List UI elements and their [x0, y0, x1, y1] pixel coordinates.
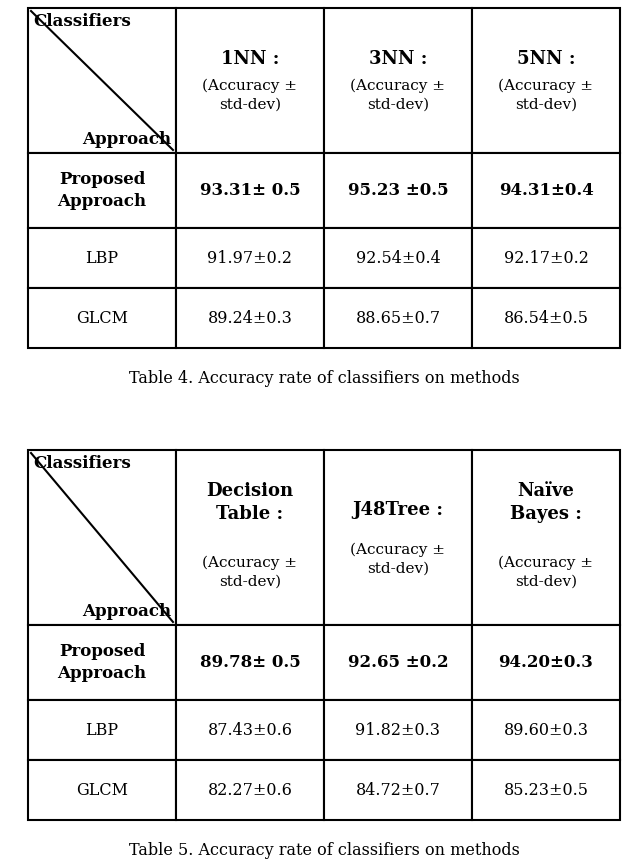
Text: Naïve
Bayes :: Naïve Bayes : [510, 482, 582, 523]
Text: 82.27±0.6: 82.27±0.6 [207, 782, 292, 798]
Bar [324, 760, 472, 820]
Text: 87.43±0.6: 87.43±0.6 [207, 721, 292, 739]
Text: 94.20±0.3: 94.20±0.3 [499, 654, 593, 671]
Bar [324, 8, 472, 153]
Text: 3NN :: 3NN : [369, 49, 427, 67]
Bar [176, 625, 324, 700]
Text: 5NN :: 5NN : [516, 49, 575, 67]
Bar [472, 8, 620, 153]
Text: Classifiers: Classifiers [33, 455, 131, 472]
Text: (Accuracy ±
std-dev): (Accuracy ± std-dev) [351, 79, 445, 112]
Bar [28, 450, 176, 625]
Text: GLCM: GLCM [76, 782, 128, 798]
Text: 85.23±0.5: 85.23±0.5 [504, 782, 589, 798]
Text: 88.65±0.7: 88.65±0.7 [355, 310, 440, 326]
Text: 89.60±0.3: 89.60±0.3 [504, 721, 589, 739]
Bar [324, 288, 472, 348]
Bar [176, 228, 324, 288]
Text: 1NN :: 1NN : [221, 49, 279, 67]
Bar [324, 228, 472, 288]
Text: 86.54±0.5: 86.54±0.5 [504, 310, 589, 326]
Bar [176, 288, 324, 348]
Text: 91.82±0.3: 91.82±0.3 [355, 721, 440, 739]
Text: 95.23 ±0.5: 95.23 ±0.5 [348, 182, 448, 199]
Text: 93.31± 0.5: 93.31± 0.5 [200, 182, 300, 199]
Bar [28, 625, 176, 700]
Text: Table 5. Accuracy rate of classifiers on methods: Table 5. Accuracy rate of classifiers on… [129, 842, 520, 859]
Bar [472, 288, 620, 348]
Bar [324, 153, 472, 228]
Bar [176, 760, 324, 820]
Text: Approach: Approach [82, 603, 171, 620]
Text: 92.17±0.2: 92.17±0.2 [504, 249, 588, 267]
Text: GLCM: GLCM [76, 310, 128, 326]
Bar [176, 450, 324, 625]
Text: (Accuracy ±
std-dev): (Accuracy ± std-dev) [499, 79, 593, 112]
Text: (Accuracy ±
std-dev): (Accuracy ± std-dev) [202, 556, 298, 589]
Text: 92.54±0.4: 92.54±0.4 [356, 249, 440, 267]
Text: 89.24±0.3: 89.24±0.3 [207, 310, 292, 326]
Text: 92.65 ±0.2: 92.65 ±0.2 [348, 654, 448, 671]
Text: Proposed
Approach: Proposed Approach [58, 171, 147, 210]
Text: Approach: Approach [82, 131, 171, 148]
Text: 94.31±0.4: 94.31±0.4 [499, 182, 593, 199]
Text: Decision
Table :: Decision Table : [207, 482, 294, 523]
Text: (Accuracy ±
std-dev): (Accuracy ± std-dev) [499, 556, 593, 589]
Bar [472, 450, 620, 625]
Text: 91.97±0.2: 91.97±0.2 [207, 249, 292, 267]
Text: Proposed
Approach: Proposed Approach [58, 643, 147, 682]
Bar [472, 700, 620, 760]
Bar [176, 8, 324, 153]
Text: Table 4. Accuracy rate of classifiers on methods: Table 4. Accuracy rate of classifiers on… [129, 370, 520, 387]
Text: 89.78± 0.5: 89.78± 0.5 [200, 654, 300, 671]
Bar [28, 700, 176, 760]
Text: 84.72±0.7: 84.72±0.7 [356, 782, 440, 798]
Text: LBP: LBP [85, 249, 118, 267]
Bar [324, 700, 472, 760]
Bar [28, 153, 176, 228]
Text: (Accuracy ±
std-dev): (Accuracy ± std-dev) [202, 79, 298, 112]
Bar [28, 760, 176, 820]
Bar [28, 288, 176, 348]
Bar [472, 153, 620, 228]
Bar [472, 625, 620, 700]
Bar [472, 760, 620, 820]
Bar [324, 450, 472, 625]
Bar [176, 700, 324, 760]
Text: (Accuracy ±
std-dev): (Accuracy ± std-dev) [351, 543, 445, 576]
Bar [324, 625, 472, 700]
Text: J48Tree :: J48Tree : [353, 501, 444, 519]
Bar [472, 228, 620, 288]
Bar [28, 8, 176, 153]
Text: LBP: LBP [85, 721, 118, 739]
Bar [176, 153, 324, 228]
Text: Classifiers: Classifiers [33, 13, 131, 30]
Bar [28, 228, 176, 288]
